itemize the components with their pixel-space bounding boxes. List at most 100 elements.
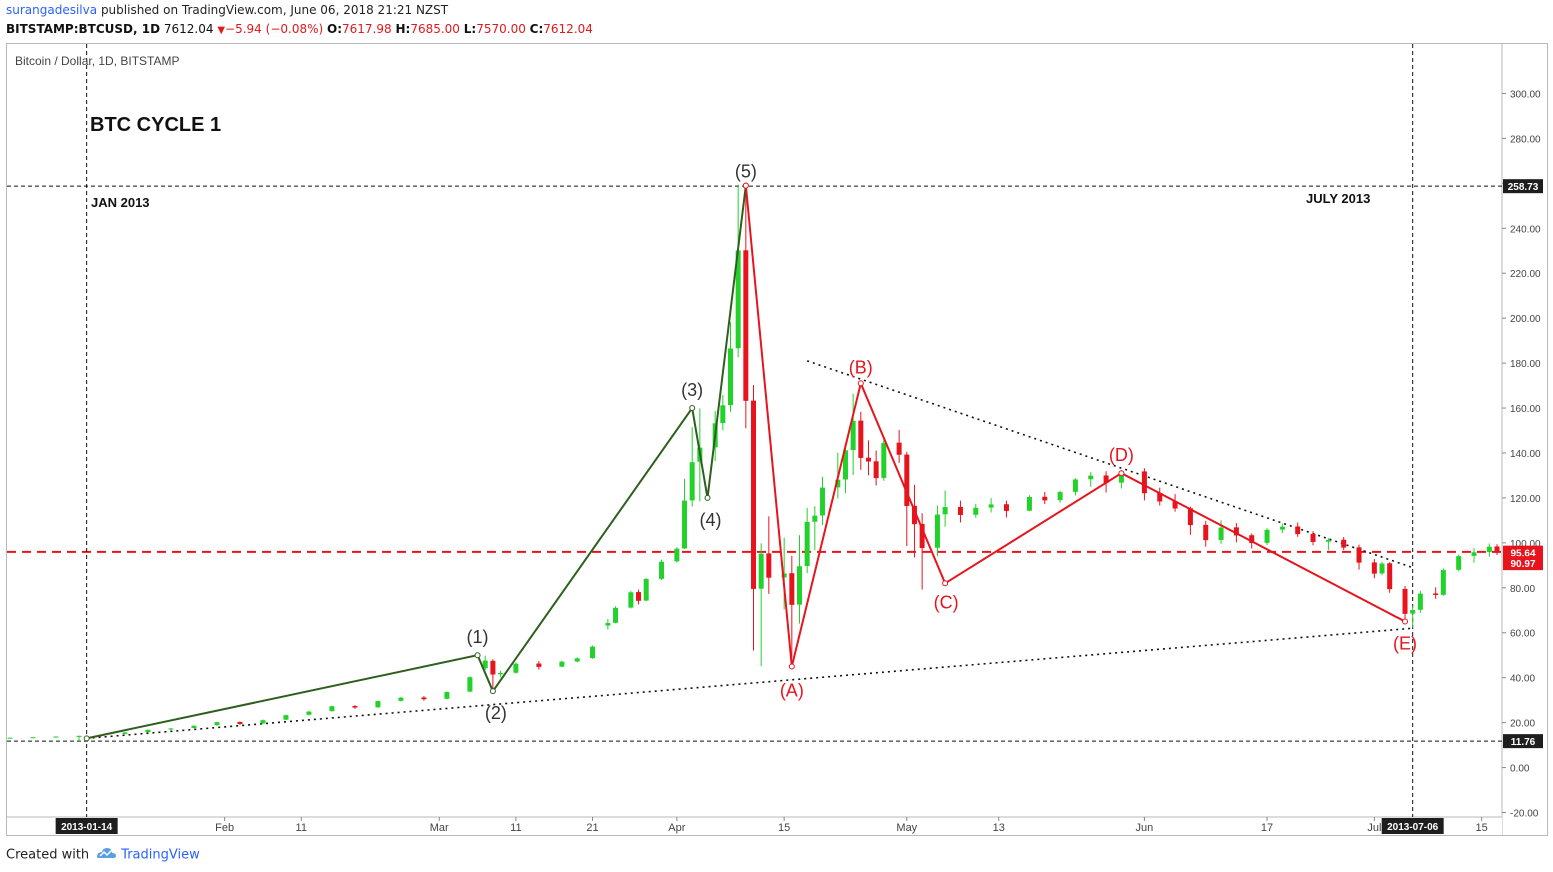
y-tick-label: 160.00	[1510, 404, 1541, 415]
candle-body	[513, 663, 519, 673]
correction-wave-line-node	[1402, 618, 1409, 625]
candle-body	[758, 553, 764, 589]
candle-body	[168, 728, 174, 730]
footer: Created with TradingView	[6, 846, 200, 864]
candle-body	[613, 607, 619, 623]
close-value: 7612.04	[543, 22, 593, 36]
candle-body	[1072, 479, 1078, 492]
high-value: 7685.00	[410, 22, 460, 36]
trendline	[86, 627, 1413, 740]
y-tick-label: 120.00	[1510, 494, 1541, 505]
y-tick-label: 100.00	[1510, 539, 1541, 550]
y-tick-label: 60.00	[1510, 629, 1535, 640]
close-label: C:	[529, 22, 544, 36]
candle-body	[444, 692, 450, 699]
x-tick-label: 15	[1476, 822, 1488, 834]
y-tick-label: 280.00	[1510, 134, 1541, 145]
candle-body	[919, 523, 925, 549]
candle-body	[1310, 533, 1316, 542]
candle-body	[1118, 471, 1124, 483]
correction-wave-line-node	[942, 580, 949, 587]
candle-body	[858, 420, 864, 458]
candle-body	[643, 579, 649, 601]
candle-body	[1417, 593, 1423, 610]
x-tick-label: 21	[586, 822, 598, 834]
candle-body	[283, 715, 289, 720]
candle-body	[237, 721, 243, 724]
candle-body	[1249, 535, 1255, 544]
candle-body	[145, 729, 151, 733]
wave-lines	[83, 182, 1409, 742]
candle-body	[1325, 539, 1331, 542]
price-tag-bg	[1503, 556, 1543, 571]
candle-body	[842, 450, 848, 480]
low-value: 7570.00	[476, 22, 526, 36]
candle-body	[781, 573, 787, 578]
candle-body	[636, 592, 642, 601]
y-tick-label: -20.00	[1510, 809, 1539, 820]
correction-wave-line-node	[742, 182, 749, 189]
candle-body	[1157, 492, 1163, 502]
date-tag-bg	[55, 818, 118, 834]
x-tick-label: May	[896, 822, 917, 834]
x-tick-label: 17	[1261, 822, 1273, 834]
candle-body	[1187, 508, 1193, 526]
level-tag-bg	[1503, 734, 1543, 749]
x-tick-label: Apr	[668, 822, 685, 834]
candle-body	[421, 697, 427, 700]
x-tick-label: 11	[510, 822, 521, 834]
wave-label: (E)	[1393, 634, 1417, 654]
wave-labels: (1) (2) (3) (4) (5) (A) (B) (C) (D) (E)	[467, 162, 1417, 724]
wave-label: (5)	[735, 162, 757, 182]
x-axis-ticks: Feb 11 Mar 11 21 Apr 15 May 13 Jun 17 Jul 15	[215, 817, 1488, 834]
y-tick-label: 80.00	[1510, 584, 1535, 595]
candle-body	[1471, 552, 1477, 556]
y-tick-label: 240.00	[1510, 224, 1541, 235]
candle-body	[735, 250, 741, 349]
y-tick-label: 140.00	[1510, 449, 1541, 460]
candle-body	[1279, 526, 1285, 530]
candle-body	[881, 442, 887, 478]
publisher-link[interactable]: surangadesilva	[6, 3, 98, 17]
candle-body	[1410, 610, 1416, 614]
time-axis[interactable]	[7, 817, 1502, 835]
price-tag-label: 95.64	[1510, 549, 1535, 560]
y-tick-label: 40.00	[1510, 674, 1535, 685]
start-month-label: JAN 2013	[91, 195, 150, 210]
tradingview-link[interactable]: TradingView	[121, 847, 200, 863]
price-tag-label: 90.97	[1510, 559, 1535, 570]
candle-body	[590, 646, 596, 659]
y-tick-label: 180.00	[1510, 359, 1541, 370]
candle-body	[375, 701, 381, 708]
candle-body	[628, 592, 634, 608]
candle-body	[536, 663, 542, 667]
chart-frame[interactable]	[6, 43, 1548, 836]
candle-body	[1379, 563, 1385, 574]
candle-body	[559, 661, 565, 667]
candle-body	[260, 720, 266, 724]
wave-label: (3)	[681, 380, 703, 400]
open-value: 7617.98	[342, 22, 392, 36]
candle-body	[1233, 527, 1239, 536]
y-tick-label: 300.00	[1510, 89, 1541, 100]
candle-body	[682, 500, 688, 549]
date-tag-label: 2013-07-06	[1387, 822, 1439, 833]
level-tag-label: 11.76	[1511, 737, 1536, 748]
candle-body	[1057, 492, 1063, 501]
wave-label: (2)	[485, 703, 507, 723]
candle-body	[574, 658, 580, 662]
candle-body	[988, 504, 994, 508]
price-axis[interactable]	[1502, 44, 1547, 835]
candle-body	[1042, 496, 1048, 501]
candle-body	[1371, 562, 1377, 574]
impulse-wave-line-node	[704, 494, 711, 501]
candle-body	[812, 515, 818, 522]
correction-wave-line-node	[857, 380, 864, 387]
candle-body	[1440, 570, 1446, 595]
candle-body	[766, 553, 772, 578]
candle-body	[911, 505, 917, 525]
candle-body	[53, 736, 59, 738]
wave-label: (D)	[1109, 445, 1134, 465]
